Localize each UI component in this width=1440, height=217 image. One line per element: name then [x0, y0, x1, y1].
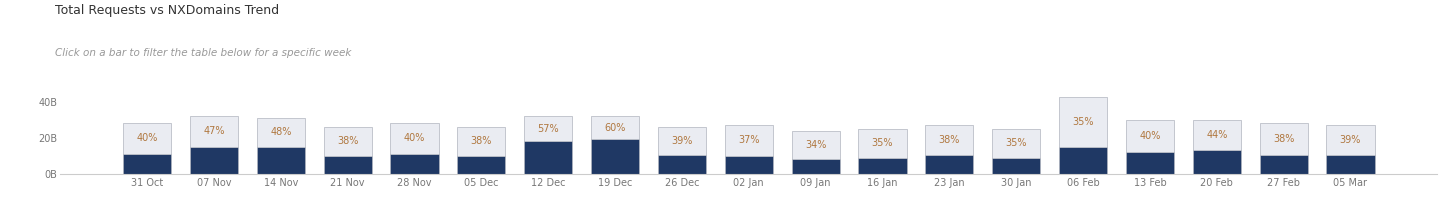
Text: 35%: 35%: [1005, 138, 1027, 148]
Text: 40%: 40%: [1139, 131, 1161, 141]
Bar: [1260, 155, 1308, 174]
Bar: [1192, 150, 1241, 174]
Bar: [324, 156, 372, 174]
Bar: [590, 139, 639, 174]
Text: 35%: 35%: [1073, 117, 1094, 127]
Bar: [1058, 147, 1107, 174]
Text: 38%: 38%: [939, 135, 960, 145]
Bar: [792, 131, 840, 159]
Bar: [524, 141, 572, 174]
Bar: [256, 147, 305, 174]
Bar: [658, 127, 706, 155]
Text: 39%: 39%: [671, 136, 693, 146]
Text: 37%: 37%: [739, 135, 759, 145]
Text: Click on a bar to filter the table below for a specific week: Click on a bar to filter the table below…: [55, 48, 351, 58]
Bar: [724, 156, 773, 174]
Bar: [256, 118, 305, 147]
Text: Total Requests vs NXDomains Trend: Total Requests vs NXDomains Trend: [55, 4, 279, 17]
Text: 57%: 57%: [537, 123, 559, 134]
Bar: [122, 153, 171, 174]
Bar: [926, 125, 973, 155]
Text: 38%: 38%: [471, 136, 492, 146]
Bar: [122, 123, 171, 153]
Text: 47%: 47%: [203, 127, 225, 136]
Bar: [1058, 97, 1107, 147]
Bar: [390, 123, 439, 153]
Bar: [190, 116, 238, 147]
Bar: [992, 158, 1040, 174]
Bar: [1126, 152, 1174, 174]
Text: 35%: 35%: [871, 138, 893, 148]
Bar: [458, 127, 505, 156]
Bar: [390, 153, 439, 174]
Bar: [1192, 120, 1241, 150]
Bar: [858, 129, 907, 158]
Text: 34%: 34%: [805, 140, 827, 150]
Text: 38%: 38%: [1273, 134, 1295, 144]
Bar: [724, 125, 773, 156]
Bar: [590, 116, 639, 139]
Bar: [926, 155, 973, 174]
Bar: [1326, 125, 1375, 155]
Bar: [858, 158, 907, 174]
Bar: [324, 127, 372, 156]
Bar: [1260, 123, 1308, 155]
Bar: [458, 156, 505, 174]
Bar: [792, 159, 840, 174]
Text: 39%: 39%: [1339, 135, 1361, 145]
Bar: [190, 147, 238, 174]
Text: 40%: 40%: [137, 133, 158, 143]
Text: 48%: 48%: [271, 127, 291, 138]
Text: 60%: 60%: [605, 123, 626, 133]
Text: 40%: 40%: [403, 133, 425, 143]
Bar: [1326, 155, 1375, 174]
Text: 38%: 38%: [337, 136, 359, 146]
Text: 44%: 44%: [1207, 130, 1227, 140]
Bar: [524, 116, 572, 141]
Bar: [658, 155, 706, 174]
Bar: [1126, 120, 1174, 152]
Bar: [992, 129, 1040, 158]
